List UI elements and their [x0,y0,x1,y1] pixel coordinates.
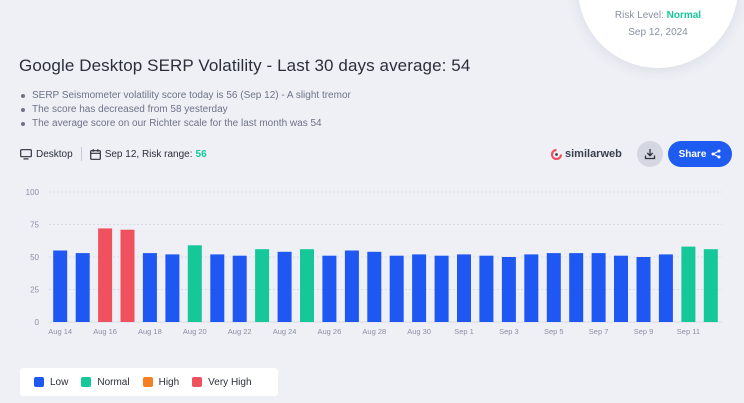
x-axis-ticks: Aug 14 Aug 16 Aug 18 Aug 20 Aug 22 Aug 24 Aug … [48,327,700,336]
legend-label: Low [50,376,69,388]
filter-row: Desktop Sep 12, Risk range: 56 [20,146,207,162]
x-tick-label: Aug 30 [407,327,431,336]
x-tick-label: Aug 28 [362,327,386,336]
bar-aug-17[interactable] [120,229,135,322]
risk-date: Sep 12, 2024 [628,27,688,38]
chart-legend: Low Normal High Very High [20,368,278,396]
bar-sep-4[interactable] [524,254,539,322]
bar-aug-19[interactable] [165,254,180,322]
risk-level-value: Normal [666,10,702,21]
date-range-label: Sep 12, Risk range: [104,148,193,160]
legend-item-normal[interactable]: Normal [81,376,130,388]
y-tick-label: 75 [30,221,39,230]
legend-item-high[interactable]: High [142,376,180,388]
bar-aug-30[interactable] [412,254,427,322]
bar-aug-14[interactable] [53,250,68,323]
legend-swatch [142,377,153,387]
bar-aug-15[interactable] [75,253,90,322]
legend-swatch [34,377,44,387]
legend-label: High [158,376,180,388]
date-filter[interactable]: Sep 12, Risk range: 56 [89,148,207,160]
y-tick-label: 50 [30,253,39,262]
bar-sep-3[interactable] [501,257,516,322]
bar-aug-28[interactable] [367,251,382,322]
bar-aug-23[interactable] [255,249,270,322]
bar-sep-9[interactable] [636,257,651,322]
bar-sep-2[interactable] [479,255,494,322]
download-button[interactable] [637,141,663,167]
legend-swatch [81,377,92,387]
calendar-icon [89,148,101,160]
bar-aug-22[interactable] [232,255,247,322]
x-tick-label: Aug 16 [93,327,117,336]
summary-list: SERP Seismometer volatility score today … [20,89,351,131]
bar-sep-8[interactable] [614,255,628,322]
legend-item-very-high[interactable]: Very High [192,376,252,388]
risk-level: Risk Level: Normal [578,10,738,21]
brand-logo: similarweb [551,146,622,162]
summary-item: The average score on our Richter scale f… [20,117,351,131]
share-label: Share [678,148,707,160]
similarweb-logo-icon [551,148,562,160]
legend-item-low[interactable]: Low [34,377,68,388]
bar-sep-10[interactable] [658,254,673,322]
summary-item: SERP Seismometer volatility score today … [20,89,351,103]
bar-aug-25[interactable] [300,249,314,322]
legend-swatch [192,377,203,387]
x-tick-label: Aug 24 [273,327,297,336]
y-tick-label: 25 [30,286,39,295]
page-title: Google Desktop SERP Volatility - Last 30… [19,56,471,75]
bar-aug-20[interactable] [187,245,202,322]
x-tick-label: Sep 3 [499,327,519,336]
legend-label: Normal [97,376,130,388]
x-tick-label: Aug 22 [228,327,252,336]
x-tick-label: Aug 26 [318,327,342,336]
x-tick-label: Aug 14 [48,327,72,336]
summary-item: The score has decreased from 58 yesterda… [20,103,351,117]
y-tick-label: 100 [26,188,40,197]
bars [53,228,718,322]
gridlines [49,191,722,323]
bar-sep-1[interactable] [457,254,471,322]
device-label: Desktop [36,148,73,160]
x-tick-label: Sep 7 [589,327,609,336]
meta-divider [80,147,82,161]
bar-sep-6[interactable] [569,253,584,322]
x-tick-label: Sep 5 [544,327,564,336]
share-icon [711,149,721,159]
y-tick-label: 0 [35,318,40,327]
x-tick-label: Sep 1 [454,327,474,336]
x-tick-label: Aug 18 [138,327,162,336]
y-axis-ticks: 0 25 50 75 100 [26,188,40,327]
bar-sep-11[interactable] [681,246,696,322]
share-button[interactable]: Share [668,141,732,167]
brand-name: similarweb [565,148,622,160]
bar-aug-18[interactable] [142,253,157,322]
volatility-chart: 0 25 50 75 100 Aug 14 Aug 16 Aug 18 Aug 20 Aug 2… [26,188,722,336]
desktop-icon [20,148,32,159]
x-tick-label: Sep 9 [634,327,654,336]
bar-aug-29[interactable] [389,255,404,322]
bar-sep-12[interactable] [703,249,718,322]
bar-aug-31[interactable] [434,255,449,322]
download-icon [644,149,656,160]
bar-aug-24[interactable] [277,251,292,322]
bar-sep-7[interactable] [591,253,606,322]
risk-range-value: 56 [195,148,207,160]
device-filter[interactable]: Desktop [20,149,73,160]
bar-aug-26[interactable] [322,255,337,322]
bar-aug-21[interactable] [210,254,225,322]
bar-aug-16[interactable] [98,228,113,322]
bar-aug-27[interactable] [344,250,359,323]
x-tick-label: Aug 20 [183,327,207,336]
legend-label: Very High [208,376,252,388]
bar-sep-5[interactable] [546,253,561,322]
risk-level-label: Risk Level: [614,10,664,21]
x-tick-label: Sep 11 [677,327,700,336]
